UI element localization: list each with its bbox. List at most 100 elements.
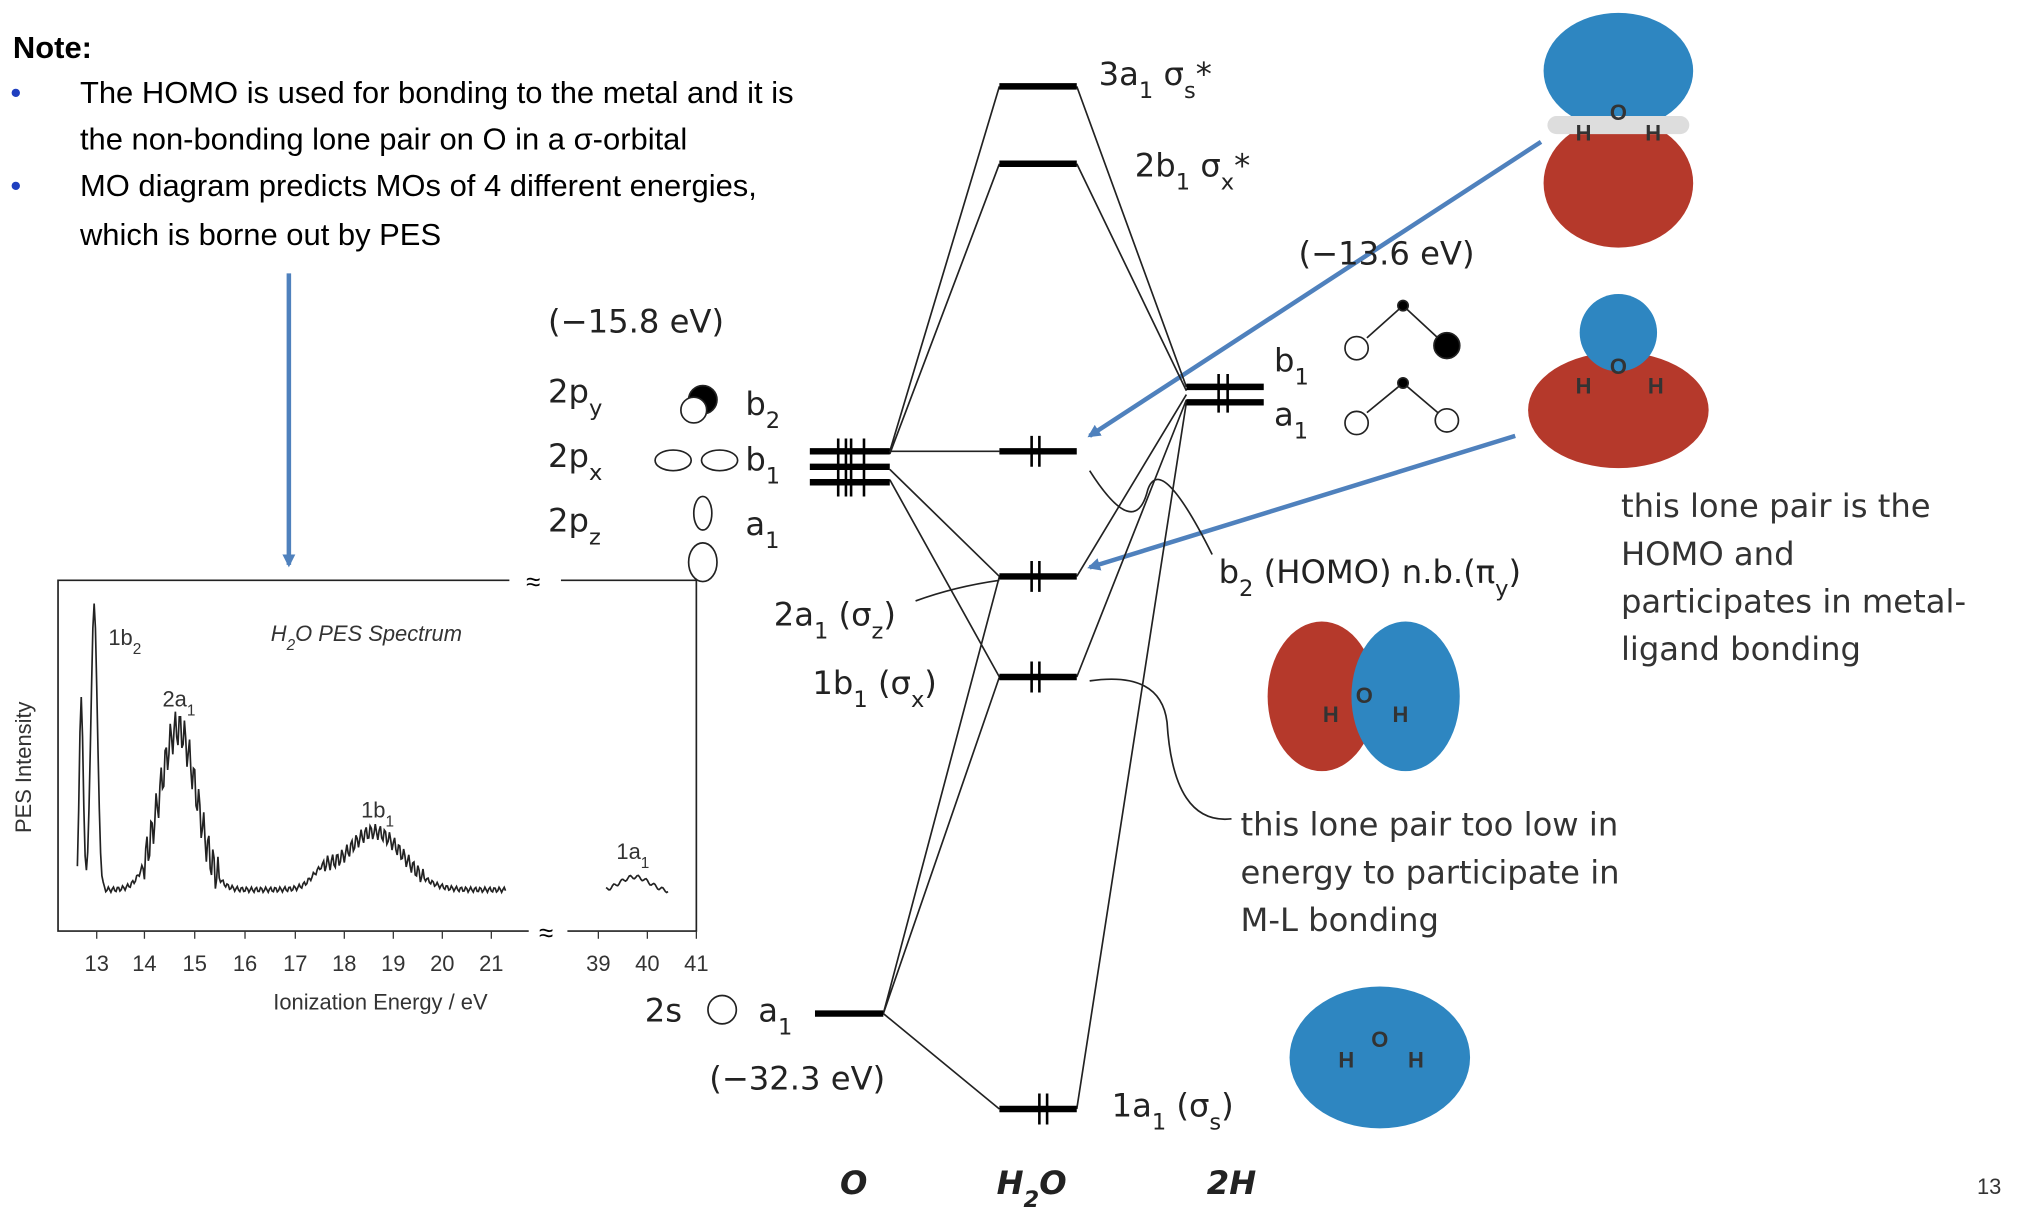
texts: Note: • The HOMO is used for bonding to th… <box>10 30 2001 1207</box>
symmetry-label-part: 1 <box>778 1014 792 1040</box>
mo-label-part: ) <box>1508 553 1521 591</box>
peak-label: 2a1 <box>162 687 195 720</box>
atom-label: O <box>1610 354 1627 379</box>
annotation: this lone pair is the <box>1621 487 1931 525</box>
column-label-part: 2H <box>1207 1164 1256 1202</box>
peak-label-part: 1 <box>385 813 394 830</box>
symmetry-label: a1 <box>1274 396 1308 445</box>
y-axis-label: PES Intensity <box>11 701 36 833</box>
slide: ≈ ≈ <box>0 0 2022 1207</box>
atom-label: H <box>1645 121 1661 146</box>
mo-label-part: (σ <box>868 664 911 702</box>
symmetry-label-part: 1 <box>1294 419 1308 445</box>
mo-label-part: x <box>911 687 924 713</box>
mo-label-part: b <box>1219 553 1239 591</box>
symmetry-label-part: a <box>745 505 765 543</box>
annotation: HOMO and <box>1621 535 1795 573</box>
tick-label: 41 <box>684 951 708 976</box>
mo-label-part: * <box>1196 55 1212 93</box>
tick-label: 14 <box>132 951 156 976</box>
tick-label: 15 <box>183 951 207 976</box>
peak-label: 1a1 <box>616 839 649 872</box>
mo-label: 1b1 (σx) <box>812 664 936 713</box>
mo-label: 1a1 (σs) <box>1112 1087 1234 1136</box>
column-label: O <box>840 1164 867 1202</box>
bullet-dot: • <box>10 75 21 110</box>
pes-title-part: H <box>271 621 287 646</box>
peak-label-part: 1a <box>616 839 641 864</box>
axis-break: ≈ <box>539 919 553 947</box>
annotation: this lone pair too low in <box>1241 806 1619 844</box>
mo-label-part: s <box>1209 1110 1221 1136</box>
bullet-dot: • <box>10 168 21 203</box>
atom-label: H <box>1408 1048 1424 1073</box>
pes-title-part: 2 <box>286 636 296 653</box>
mo-label-part: ) <box>924 664 937 702</box>
peak-label-part: 1b <box>361 798 385 823</box>
column-label-part: H <box>997 1164 1024 1202</box>
symmetry-label: b2 <box>745 385 780 434</box>
mo-label-part: σ <box>1153 55 1184 93</box>
mo-label: 3a1 σs* <box>1099 55 1212 104</box>
atom-label: H <box>1323 702 1339 727</box>
symmetry-label-part: 1 <box>766 464 780 490</box>
tick-label: 19 <box>381 951 405 976</box>
orbital-label: 2px <box>548 437 602 486</box>
page-number: 13 <box>1977 1174 2001 1199</box>
orbital-label-part: 2p <box>548 437 589 475</box>
mo-label-part: 1 <box>1139 78 1153 104</box>
peak-label-part: 1 <box>641 854 650 871</box>
tick-label: 39 <box>586 951 610 976</box>
mo-label-part: y <box>1495 576 1508 602</box>
mo-label-part: (HOMO) n.b.(π <box>1253 553 1495 591</box>
peak-label: 1b1 <box>361 798 394 831</box>
symmetry-label-part: 1 <box>765 528 779 554</box>
column-label: 2H <box>1207 1164 1256 1202</box>
symmetry-label-part: a <box>1274 396 1294 434</box>
symmetry-label-part: b <box>745 385 765 423</box>
peak-label-part: 2 <box>133 640 142 657</box>
bullet-text: MO diagram predicts MOs of 4 different e… <box>80 168 757 203</box>
symmetry-label: b1 <box>1274 341 1309 390</box>
atom-label: H <box>1576 373 1592 398</box>
mo-label-part: 3a <box>1099 55 1139 93</box>
orbital-label-part: x <box>589 460 602 486</box>
symmetry-label: a1 <box>758 991 792 1040</box>
annotation: participates in metal- <box>1621 583 1966 621</box>
energy-label: (−32.3 eV) <box>709 1060 885 1098</box>
atom-label: H <box>1648 373 1664 398</box>
orbital-label-part: 2p <box>548 372 589 410</box>
atom-label: O <box>1371 1027 1388 1052</box>
symmetry-label-part: b <box>745 441 765 479</box>
orbital-label-part: z <box>589 524 601 550</box>
mo-label-part: * <box>1234 147 1250 185</box>
energy-label: (−15.8 eV) <box>548 303 724 341</box>
mo-label-part: 2a <box>774 595 814 633</box>
tick-label: 17 <box>283 951 307 976</box>
atom-label: H <box>1576 121 1592 146</box>
column-label-part: O <box>840 1164 867 1202</box>
arrow <box>1090 142 1541 436</box>
pes-title: H2O PES Spectrum <box>271 621 462 654</box>
mo-label: 2a1 (σz) <box>774 595 896 644</box>
note-heading: Note: <box>13 30 92 65</box>
symmetry-label: b1 <box>745 441 780 490</box>
mo-label-part: ) <box>883 595 896 633</box>
correlation-line <box>883 86 1231 1109</box>
column-label-part: O <box>1039 1164 1066 1202</box>
orbital-label: 2py <box>548 372 602 421</box>
mo-label-part: 1 <box>1152 1110 1166 1136</box>
energy-label: (−13.6 eV) <box>1299 234 1475 272</box>
mo-label-part: 1 <box>853 687 867 713</box>
pes-title-part: O PES Spectrum <box>295 621 462 646</box>
annotation: M-L bonding <box>1241 901 1439 939</box>
symmetry-label: a1 <box>745 505 779 554</box>
tick-label: 16 <box>233 951 257 976</box>
mo-label-part: x <box>1221 170 1234 196</box>
atom-label: H <box>1393 702 1409 727</box>
orbital-label: 2pz <box>548 501 601 550</box>
tick-label: 18 <box>332 951 356 976</box>
column-label-part: 2 <box>1024 1187 1040 1207</box>
mo-label-part: 1b <box>812 664 853 702</box>
bullet-text: The HOMO is used for bonding to the meta… <box>80 75 794 110</box>
